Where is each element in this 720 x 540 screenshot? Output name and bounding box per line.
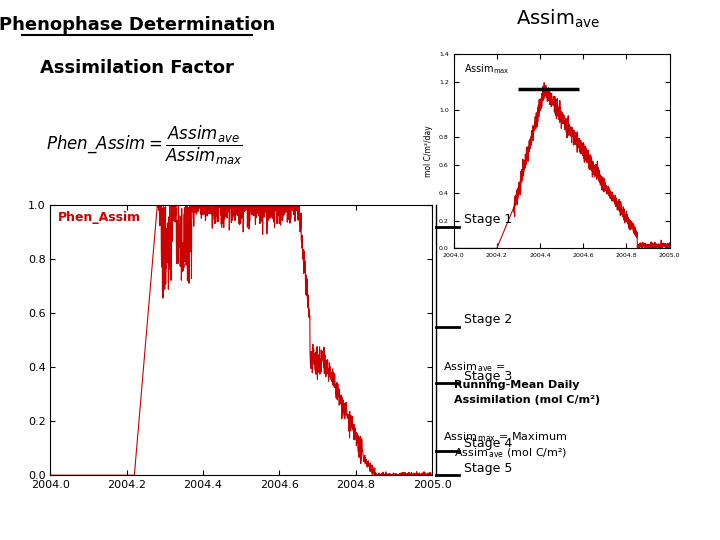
Text: Running-Mean Daily: Running-Mean Daily [454, 380, 579, 390]
Text: Assim$_{\,\mathrm{max}}$ = Maximum: Assim$_{\,\mathrm{max}}$ = Maximum [443, 430, 567, 444]
Text: Phenophase Determination: Phenophase Determination [0, 16, 275, 34]
Text: Assim$_{\,\mathrm{ave}}$ =: Assim$_{\,\mathrm{ave}}$ = [443, 360, 505, 374]
Text: Assim$_{\mathrm{max}}$: Assim$_{\mathrm{max}}$ [464, 62, 510, 76]
Text: $\mathit{Phen\_Assim} = \dfrac{\mathit{Assim}_{ave}}{\mathit{Assim}_{max}}$: $\mathit{Phen\_Assim} = \dfrac{\mathit{A… [45, 124, 243, 167]
Text: Assim$_{\,\mathrm{ave}}$ (mol C/m²): Assim$_{\,\mathrm{ave}}$ (mol C/m²) [454, 447, 567, 460]
Text: Assimilation (mol C/m²): Assimilation (mol C/m²) [454, 395, 600, 406]
Text: Stage 3: Stage 3 [464, 370, 513, 383]
Text: Phen_Assim: Phen_Assim [58, 211, 141, 225]
Text: Stage 4: Stage 4 [464, 437, 513, 450]
Text: Stage 5: Stage 5 [464, 462, 513, 475]
Text: Assimilation Factor: Assimilation Factor [40, 59, 234, 77]
Y-axis label: mol C/m²/day: mol C/m²/day [424, 125, 433, 177]
Text: Assim$_{\mathrm{ave}}$: Assim$_{\mathrm{ave}}$ [516, 8, 600, 30]
Text: Stage 2: Stage 2 [464, 313, 513, 326]
Text: Stage 1: Stage 1 [464, 213, 513, 226]
